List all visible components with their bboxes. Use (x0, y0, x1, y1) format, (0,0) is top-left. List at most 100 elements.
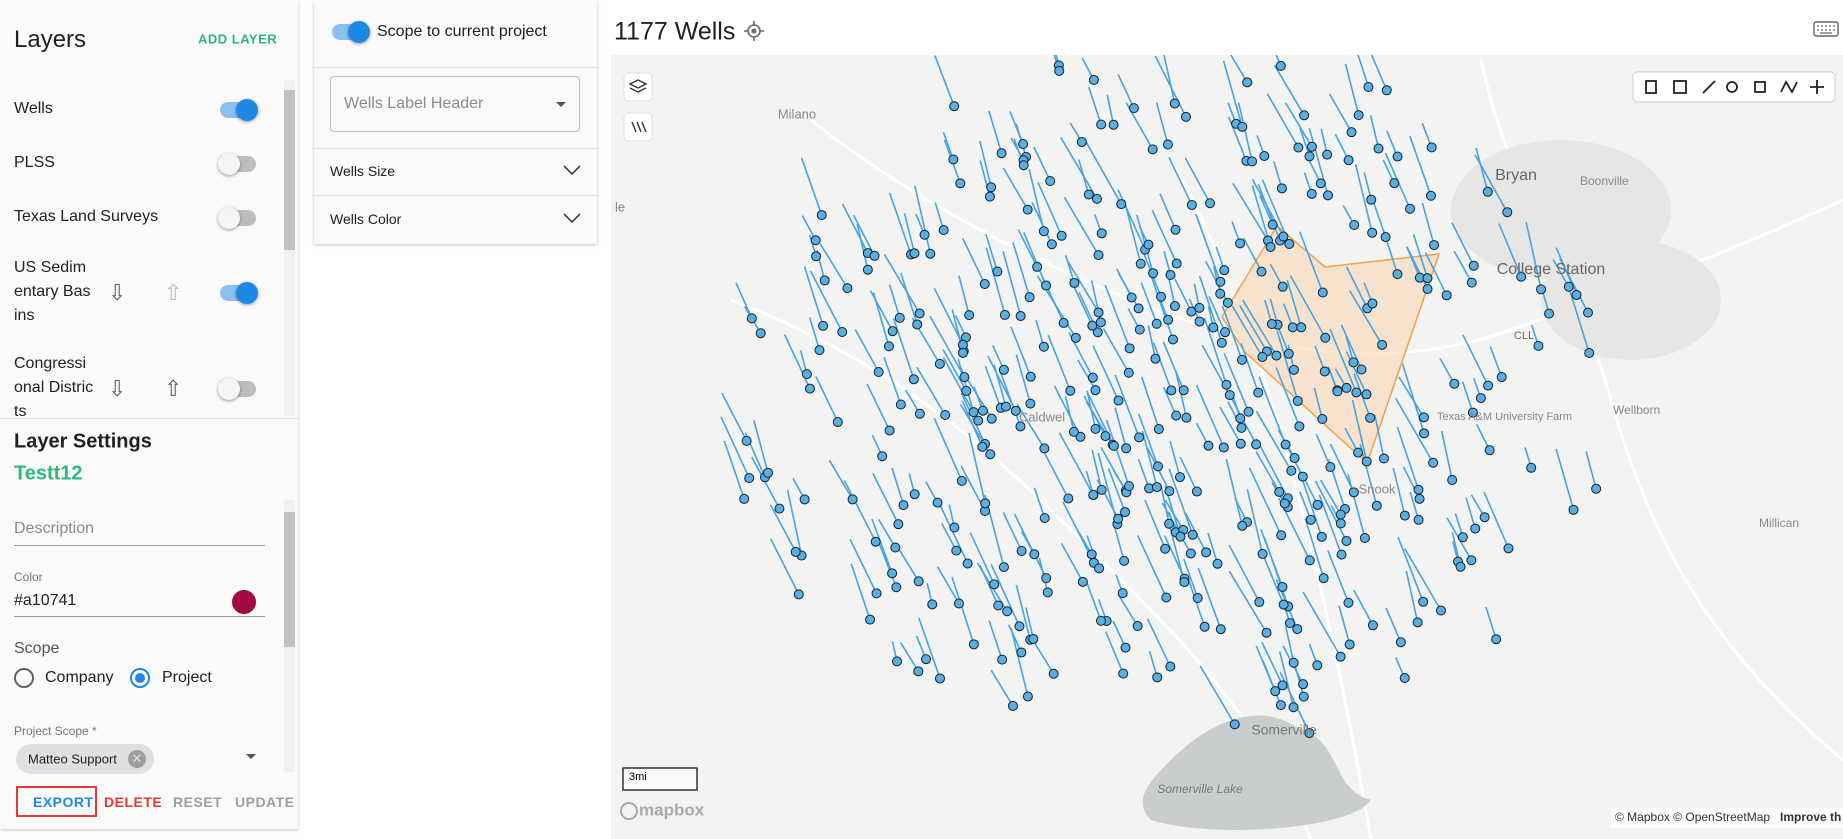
well-marker[interactable] (1404, 203, 1415, 214)
well-marker[interactable] (1265, 241, 1276, 252)
well-marker[interactable] (1526, 462, 1537, 473)
well-marker[interactable] (1169, 301, 1180, 312)
well-marker[interactable] (1088, 74, 1099, 85)
well-marker[interactable] (955, 178, 966, 189)
well-marker[interactable] (1219, 265, 1230, 276)
well-marker[interactable] (1171, 410, 1182, 421)
well-marker[interactable] (984, 191, 995, 202)
well-marker[interactable] (1181, 412, 1192, 423)
well-marker[interactable] (1046, 239, 1057, 250)
well-marker[interactable] (1150, 353, 1161, 364)
well-marker[interactable] (1123, 481, 1134, 492)
well-marker[interactable] (909, 489, 920, 500)
well-marker[interactable] (1457, 532, 1468, 543)
well-marker[interactable] (1236, 422, 1247, 433)
well-marker[interactable] (1568, 504, 1579, 515)
well-marker[interactable] (1367, 227, 1378, 238)
well-marker[interactable] (1261, 627, 1272, 638)
well-marker[interactable] (1194, 316, 1205, 327)
well-marker[interactable] (914, 408, 925, 419)
move-up[interactable]: ⇧ (164, 376, 183, 401)
well-marker[interactable] (1014, 621, 1025, 632)
well-marker[interactable] (999, 309, 1010, 320)
well-marker[interactable] (1191, 486, 1202, 497)
well-marker[interactable] (1533, 340, 1544, 351)
section-header[interactable]: Wells Color (330, 211, 402, 227)
well-marker[interactable] (949, 101, 960, 112)
well-marker[interactable] (1304, 151, 1315, 162)
well-marker[interactable] (919, 229, 930, 240)
well-marker[interactable] (1152, 672, 1163, 683)
well-marker[interactable] (956, 475, 967, 486)
well-marker[interactable] (892, 656, 903, 667)
well-marker[interactable] (1299, 110, 1310, 121)
locate-icon[interactable] (743, 20, 765, 42)
well-marker[interactable] (1361, 389, 1372, 400)
well-marker[interactable] (1134, 432, 1145, 443)
well-marker[interactable] (862, 264, 873, 275)
well-marker[interactable] (1163, 314, 1174, 325)
well-marker[interactable] (847, 494, 858, 505)
well-marker[interactable] (1312, 660, 1323, 671)
well-marker[interactable] (1367, 298, 1378, 309)
well-marker[interactable] (998, 562, 1009, 573)
well-marker[interactable] (1348, 357, 1359, 368)
well-marker[interactable] (1312, 499, 1323, 510)
well-marker[interactable] (1414, 493, 1425, 504)
well-marker[interactable] (1152, 461, 1163, 472)
well-marker[interactable] (1164, 486, 1175, 497)
well-marker[interactable] (1429, 240, 1440, 251)
well-marker[interactable] (1090, 385, 1101, 396)
well-marker[interactable] (1277, 281, 1288, 292)
well-marker[interactable] (1305, 514, 1316, 525)
well-marker[interactable] (1147, 144, 1158, 155)
well-marker[interactable] (1237, 121, 1248, 132)
well-marker[interactable] (1201, 547, 1212, 558)
well-marker[interactable] (1278, 231, 1289, 242)
well-marker[interactable] (837, 326, 848, 337)
well-marker[interactable] (1015, 421, 1026, 432)
well-marker[interactable] (1242, 77, 1253, 88)
well-marker[interactable] (1491, 634, 1502, 645)
well-marker[interactable] (1175, 531, 1186, 542)
well-marker[interactable] (1132, 621, 1143, 632)
scope-toggle[interactable] (332, 21, 370, 43)
well-marker[interactable] (1120, 507, 1131, 518)
well-marker[interactable] (1235, 413, 1246, 424)
well-marker[interactable] (1039, 513, 1050, 524)
well-marker[interactable] (842, 283, 853, 294)
color-swatch[interactable] (232, 590, 256, 614)
well-marker[interactable] (1315, 178, 1326, 189)
color-input[interactable]: #a10741 (14, 592, 77, 609)
well-marker[interactable] (1516, 271, 1527, 282)
well-marker[interactable] (1292, 395, 1303, 406)
well-marker[interactable] (744, 473, 755, 484)
well-marker[interactable] (1306, 188, 1317, 199)
well-marker[interactable] (1483, 380, 1494, 391)
well-marker[interactable] (1076, 136, 1087, 147)
well-marker[interactable] (1341, 382, 1352, 393)
well-marker[interactable] (1349, 219, 1360, 230)
well-marker[interactable] (934, 358, 945, 369)
well-marker[interactable] (1171, 258, 1182, 269)
delete-button[interactable]: DELETE (104, 794, 163, 810)
well-marker[interactable] (1322, 190, 1333, 201)
well-marker[interactable] (1186, 199, 1197, 210)
well-marker[interactable] (1015, 311, 1026, 322)
well-marker[interactable] (1422, 273, 1433, 284)
well-marker[interactable] (1373, 143, 1384, 154)
well-marker[interactable] (804, 383, 815, 394)
well-marker[interactable] (977, 405, 988, 416)
scrollbar[interactable] (284, 80, 295, 416)
layer-toggle[interactable] (220, 282, 258, 304)
well-marker[interactable] (877, 451, 888, 462)
well-marker[interactable] (1304, 555, 1315, 566)
well-marker[interactable] (1222, 297, 1233, 308)
add-layer-button[interactable]: ADD LAYER (198, 31, 278, 47)
well-marker[interactable] (1077, 576, 1088, 587)
well-marker[interactable] (1319, 366, 1330, 377)
well-marker[interactable] (1174, 472, 1185, 483)
well-marker[interactable] (1153, 424, 1164, 435)
well-marker[interactable] (1143, 239, 1154, 250)
well-marker[interactable] (1274, 486, 1285, 497)
